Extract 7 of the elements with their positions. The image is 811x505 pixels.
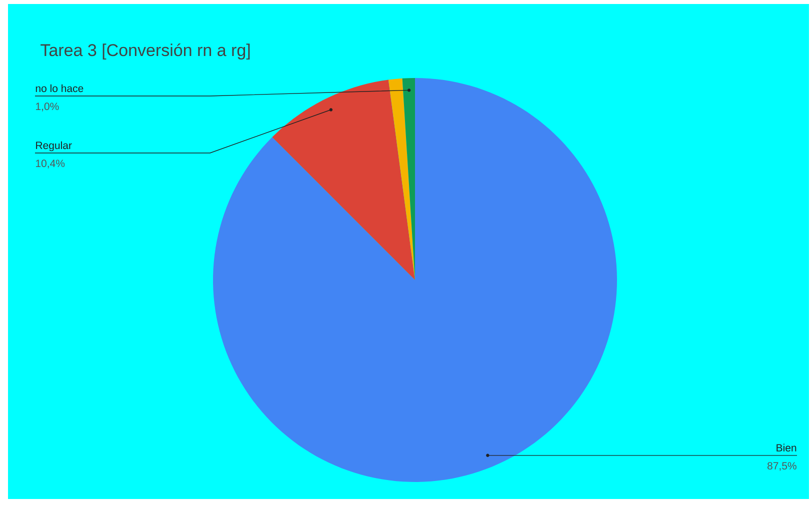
- data-label: 87,5%: [767, 462, 796, 471]
- data-label: 10,4%: [36, 160, 65, 168]
- chart-title: Tarea 3 [Conversión rn a rg]: [40, 43, 250, 60]
- slice-label: Regular: [36, 141, 72, 152]
- slice-label: Bien: [776, 444, 796, 452]
- data-label: 1,0%: [36, 102, 59, 112]
- slice-label: no lo hace: [36, 84, 84, 92]
